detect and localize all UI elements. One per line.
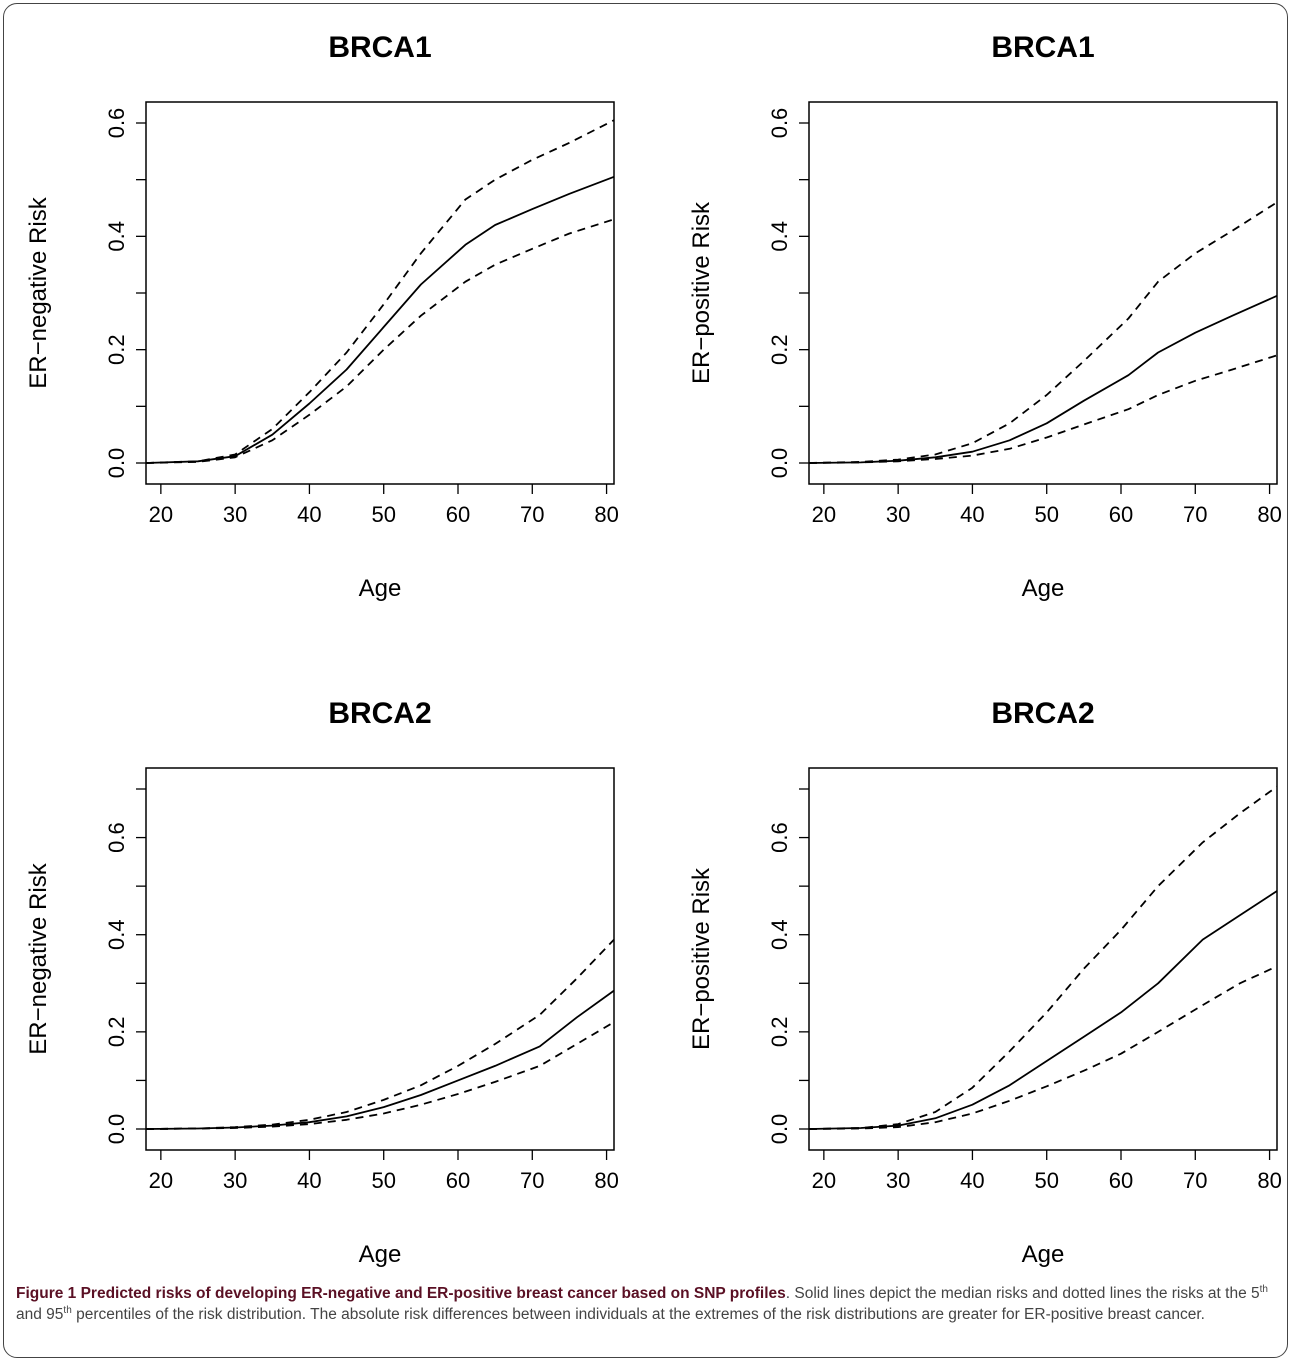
y-axis-label: ER−positive Risk — [688, 867, 715, 1050]
plot-area-frame — [145, 101, 615, 485]
x-tick-label: 60 — [446, 502, 470, 527]
y-tick-label: 0.2 — [104, 1017, 129, 1048]
x-tick-label: 30 — [886, 502, 910, 527]
x-axis-label: Age — [359, 575, 402, 602]
x-axis-label: Age — [359, 1241, 402, 1268]
x-tick-label: 60 — [1109, 1168, 1133, 1193]
chart-panel-4: BRCA2 20 30 40 50 60 70 80 0.0 0.2 0.4 0.6 Age ER−pos… — [688, 697, 1282, 1268]
x-tick-label: 30 — [223, 502, 247, 527]
percentile-risk-line — [145, 218, 615, 464]
plot-area-frame — [145, 767, 615, 1151]
x-tick-label: 70 — [1183, 502, 1207, 527]
x-tick-label: 30 — [886, 1168, 910, 1193]
x-axis-label: Age — [1022, 1241, 1065, 1268]
percentile-risk-line — [808, 965, 1278, 1130]
plot-area-frame — [808, 101, 1278, 485]
y-tick-label: 0.2 — [104, 334, 129, 365]
figure-caption: Figure 1 Predicted risks of developing E… — [16, 1283, 1278, 1325]
figure-frame — [3, 3, 1288, 1358]
y-tick-label: 0.6 — [104, 822, 129, 853]
y-tick-label: 0.4 — [104, 221, 129, 252]
plot-area-frame — [808, 767, 1278, 1151]
percentile-risk-line — [808, 785, 1278, 1130]
x-tick-label: 20 — [149, 1168, 173, 1193]
y-tick-label: 0.0 — [767, 1114, 792, 1145]
x-tick-label: 80 — [1257, 1168, 1281, 1193]
chart-title: BRCA1 — [328, 31, 431, 64]
x-tick-label: 50 — [1034, 1168, 1058, 1193]
percentile-risk-line — [808, 354, 1278, 464]
chart-panel-3: BRCA2 20 30 40 50 60 70 80 0.0 0.2 0.4 0.6 Age ER−neg… — [25, 697, 619, 1268]
percentile-risk-line — [808, 201, 1278, 464]
y-tick-label: 0.6 — [104, 108, 129, 139]
caption-text-2: and 95 — [16, 1306, 64, 1323]
x-tick-label: 50 — [371, 502, 395, 527]
x-tick-label: 80 — [594, 1168, 618, 1193]
x-tick-label: 80 — [594, 502, 618, 527]
x-tick-label: 40 — [960, 502, 984, 527]
caption-text-3: percentiles of the risk distribution. Th… — [71, 1306, 1205, 1323]
x-tick-label: 60 — [446, 1168, 470, 1193]
chart-title: BRCA2 — [991, 697, 1094, 730]
y-axis-label: ER−negative Risk — [25, 862, 52, 1054]
y-tick-label: 0.4 — [767, 919, 792, 950]
caption-text-1: . Solid lines depict the median risks an… — [785, 1285, 1260, 1302]
x-tick-label: 20 — [812, 502, 836, 527]
caption-title: Figure 1 Predicted risks of developing E… — [16, 1285, 786, 1302]
x-axis-label: Age — [1022, 575, 1065, 602]
median-risk-line — [145, 175, 615, 464]
median-risk-line — [808, 294, 1278, 464]
x-tick-label: 30 — [223, 1168, 247, 1193]
caption-sup-2: th — [63, 1304, 72, 1316]
median-risk-line — [808, 890, 1278, 1130]
x-tick-label: 40 — [960, 1168, 984, 1193]
x-tick-label: 70 — [520, 502, 544, 527]
x-tick-label: 40 — [297, 1168, 321, 1193]
y-tick-label: 0.4 — [104, 919, 129, 950]
x-tick-label: 20 — [812, 1168, 836, 1193]
y-tick-label: 0.0 — [104, 1114, 129, 1145]
percentile-risk-line — [145, 119, 615, 464]
chart-title: BRCA2 — [328, 697, 431, 730]
x-tick-label: 50 — [371, 1168, 395, 1193]
y-tick-label: 0.2 — [767, 334, 792, 365]
x-tick-label: 70 — [1183, 1168, 1207, 1193]
y-axis-label: ER−negative Risk — [25, 196, 52, 388]
caption-sup-1: th — [1259, 1283, 1268, 1295]
x-tick-label: 70 — [520, 1168, 544, 1193]
chart-panel-2: BRCA1 20 30 40 50 60 70 80 0.0 0.2 0.4 0.6 Age ER−pos… — [688, 31, 1282, 602]
chart-title: BRCA1 — [991, 31, 1094, 64]
percentile-risk-line — [145, 938, 615, 1130]
y-tick-label: 0.6 — [767, 822, 792, 853]
y-tick-label: 0.0 — [767, 448, 792, 479]
y-axis-label: ER−positive Risk — [688, 201, 715, 384]
x-tick-label: 50 — [1034, 502, 1058, 527]
y-tick-label: 0.4 — [767, 221, 792, 252]
x-tick-label: 40 — [297, 502, 321, 527]
y-tick-label: 0.6 — [767, 108, 792, 139]
y-tick-label: 0.0 — [104, 448, 129, 479]
x-tick-label: 20 — [149, 502, 173, 527]
chart-panel-1: BRCA1 20 30 40 50 60 70 80 0.0 0.2 0.4 0.6 Age ER−neg… — [25, 31, 619, 602]
figure-panels: BRCA1 20 30 40 50 60 70 80 0.0 0.2 0.4 0.6 Age ER−neg… — [25, 31, 1282, 1268]
x-tick-label: 80 — [1257, 502, 1281, 527]
x-tick-label: 60 — [1109, 502, 1133, 527]
y-tick-label: 0.2 — [767, 1017, 792, 1048]
percentile-risk-line — [145, 1021, 615, 1130]
